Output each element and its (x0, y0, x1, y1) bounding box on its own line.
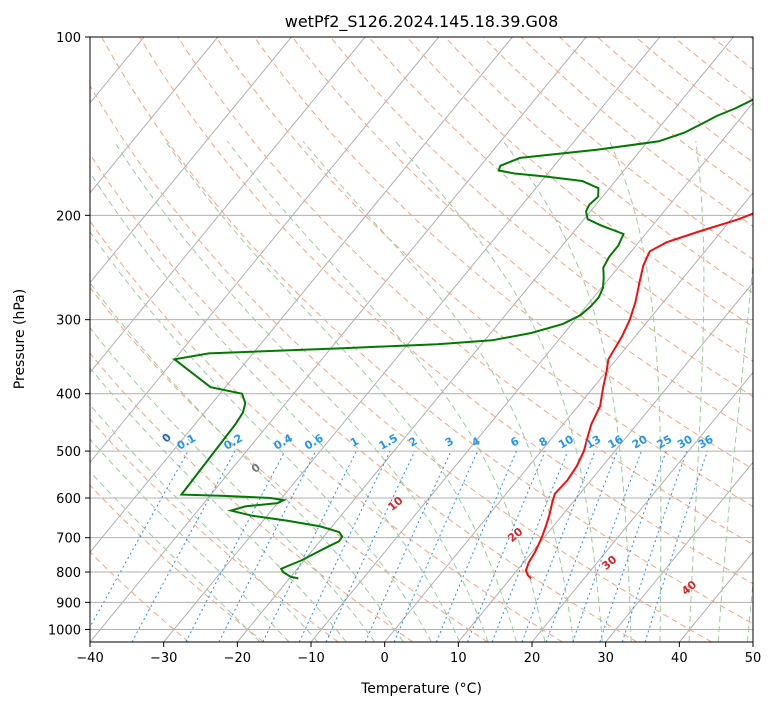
dry-adiabat-line (330, 37, 753, 398)
mixing-ratio-line (572, 450, 642, 642)
isotherm-line (90, 37, 219, 194)
dry-adiabat-line (292, 37, 753, 433)
x-tick-label: 10 (450, 651, 467, 666)
moist-adiabat-line (90, 327, 376, 642)
moist-adiabat-line (302, 140, 575, 642)
isotherm-line (90, 37, 366, 374)
y-tick-label: 900 (56, 596, 81, 611)
dry-adiabat-line (90, 484, 264, 642)
mixing-ratio-line (218, 450, 317, 642)
dry-adiabat-line (90, 418, 339, 642)
plot-frame (89, 36, 754, 643)
mixing-ratio-line (621, 450, 688, 642)
x-tick-label: −30 (150, 651, 177, 666)
axes: −40 −30 −20 −10 0 10 20 30 40 50 100 200 300 400 500 60… (48, 31, 761, 666)
mixing-ratio-line (298, 450, 391, 642)
dry-adiabat-line (90, 153, 638, 642)
sounding-line (172, 98, 753, 580)
mixing-ratio-line (131, 450, 236, 642)
dry-adiabat-line (90, 220, 563, 642)
moist-adiabat-line (688, 141, 705, 642)
x-axis-title: Temperature (°C) (360, 681, 482, 697)
mixing-ratio-line (644, 450, 708, 642)
mixing-ratio-line (364, 450, 452, 642)
sounding-line (524, 212, 753, 580)
isotherm-line (90, 37, 292, 284)
x-tick-label: 40 (671, 651, 688, 666)
mixing-ratio-line (521, 450, 596, 642)
dry-adiabat-line (90, 84, 712, 642)
mixing-ratio-line (393, 450, 479, 642)
y-tick-label: 500 (56, 445, 81, 460)
isotherm-line (90, 37, 513, 553)
moist-adiabat-line (165, 141, 517, 642)
mixing-ratio-line (435, 450, 517, 642)
moist-adiabat-line (90, 438, 290, 642)
chart-title: wetPf2_S126.2024.145.18.39.G08 (285, 12, 559, 32)
mixing-ratio-line (185, 450, 286, 642)
dry-adiabat-line (215, 37, 753, 507)
x-tick-label: −10 (297, 651, 324, 666)
moist-adiabat-line (90, 282, 404, 642)
y-tick-label: 800 (56, 566, 81, 581)
isotherm-line (236, 37, 734, 642)
dry-adiabat-line (90, 551, 190, 642)
moist-adiabat-line (90, 470, 261, 642)
background-lines (90, 37, 753, 642)
moist-adiabat-line (395, 140, 603, 642)
y-tick-label: 200 (56, 209, 81, 224)
moist-adiabat-line (90, 171, 461, 642)
isotherm-line (90, 37, 587, 642)
isotherm-line (163, 37, 661, 642)
mixing-ratio-line (325, 450, 416, 642)
dry-adiabat-line (90, 352, 414, 642)
x-tick-label: 20 (524, 651, 541, 666)
y-tick-label: 700 (56, 532, 81, 547)
isotherm-line (310, 102, 753, 642)
moist-adiabat-line (502, 140, 632, 642)
mixing-ratio-line (262, 450, 357, 642)
y-tick-label: 300 (56, 314, 81, 329)
moist-adiabat-line (717, 258, 753, 642)
mixing-ratio-line (90, 450, 189, 629)
moist-adiabat-line (113, 141, 489, 642)
y-tick-label: 1000 (48, 623, 81, 638)
moist-adiabat-line (90, 404, 319, 642)
y-axis-title: Pressure (hPa) (12, 289, 28, 389)
isotherm-line (605, 461, 753, 642)
mixing-ratio-line (491, 450, 569, 642)
y-tick-label: 400 (56, 388, 81, 403)
x-tick-label: 30 (597, 651, 614, 666)
isotherm-line (384, 192, 753, 642)
moist-adiabat-line (609, 141, 662, 642)
isotherm-line (90, 37, 440, 464)
mixing-ratio-line (599, 450, 667, 642)
moist-adiabat-line (90, 367, 347, 642)
x-tick-label: −20 (224, 651, 251, 666)
x-tick-label: −40 (76, 651, 103, 666)
isotherm-line (531, 371, 753, 642)
dry-adiabat-line (90, 286, 488, 642)
x-tick-label: 0 (381, 651, 389, 666)
y-tick-label: 600 (56, 492, 81, 507)
mixing-ratio-line (467, 450, 546, 642)
x-tick-label: 50 (745, 651, 762, 666)
moist-adiabat-line (227, 140, 546, 642)
dry-adiabat-line (177, 37, 753, 546)
dry-adiabat-line (253, 37, 753, 470)
data-series (172, 98, 753, 580)
moist-adiabat-line (90, 231, 432, 642)
y-tick-label: 100 (56, 31, 81, 46)
